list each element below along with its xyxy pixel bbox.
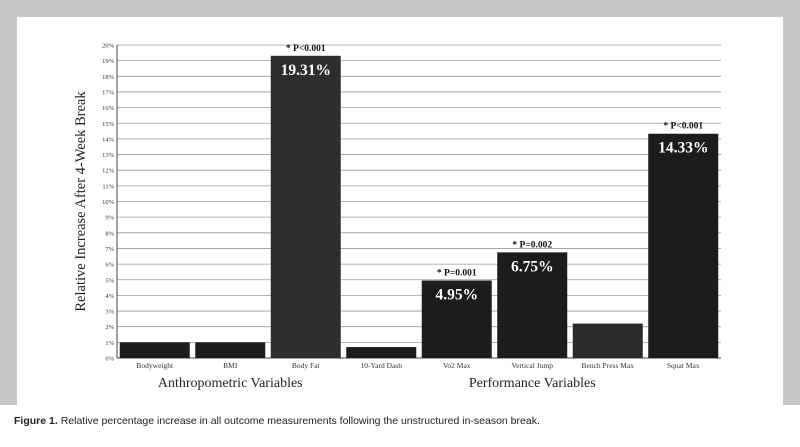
y-tick-label: 5% bbox=[105, 277, 114, 284]
bar bbox=[648, 133, 719, 358]
bar-chart: 0% 1% 2% 3% 4% 5% 6% 7% 8% 9% 10% 11% 12% 13% 14% 15% 16… bbox=[73, 43, 721, 391]
significance-label: * P<0.001 bbox=[663, 122, 703, 132]
y-tick-label: 10% bbox=[102, 199, 115, 206]
x-tick-label: Vo2 Max bbox=[443, 361, 471, 370]
y-tick-label: 1% bbox=[105, 340, 114, 347]
bar bbox=[119, 342, 190, 358]
group-label: Anthropometric Variables bbox=[158, 376, 303, 391]
bar bbox=[497, 252, 568, 358]
y-tick-label: 7% bbox=[105, 246, 114, 253]
significance-label: * P<0.001 bbox=[286, 44, 326, 54]
y-tick-label: 13% bbox=[102, 152, 115, 159]
x-tick-label: Body Fat bbox=[292, 361, 321, 370]
y-tick-label: 9% bbox=[105, 215, 114, 222]
data-label: 4.95% bbox=[435, 287, 478, 304]
x-tick-label: Bench Press Max bbox=[582, 361, 635, 370]
bar bbox=[195, 342, 266, 358]
y-tick-label: 12% bbox=[102, 168, 115, 175]
y-tick-label: 19% bbox=[102, 58, 115, 65]
data-label: 19.31% bbox=[281, 62, 331, 79]
data-label: 6.75% bbox=[511, 258, 554, 275]
y-tick-label: 20% bbox=[102, 43, 115, 50]
significance-label: * P=0.001 bbox=[437, 269, 477, 279]
y-tick-label: 15% bbox=[102, 121, 115, 128]
data-label: 14.33% bbox=[658, 140, 708, 157]
y-tick-label: 2% bbox=[105, 324, 114, 331]
figure-caption: Figure 1. Relative percentage increase i… bbox=[0, 405, 800, 447]
figure-label: Figure 1. bbox=[14, 415, 58, 427]
y-tick-label: 3% bbox=[105, 309, 114, 316]
y-tick-label: 11% bbox=[102, 183, 114, 190]
bar bbox=[346, 347, 417, 358]
chart-panel: 0% 1% 2% 3% 4% 5% 6% 7% 8% 9% 10% 11% 12% 13% 14% 15% 16… bbox=[17, 17, 783, 405]
significance-label: * P=0.002 bbox=[512, 240, 552, 250]
x-tick-label: Squat Max bbox=[667, 361, 700, 370]
bar bbox=[421, 280, 492, 358]
x-tick-label: 10-Yard Dash bbox=[360, 361, 402, 370]
group-label: Performance Variables bbox=[469, 376, 596, 391]
y-tick-label: 16% bbox=[102, 105, 115, 112]
bar bbox=[270, 55, 341, 359]
y-axis-label: Relative Increase After 4-Week Break bbox=[73, 91, 89, 312]
y-tick-label: 0% bbox=[105, 356, 114, 363]
x-tick-label: Vertical Jump bbox=[512, 361, 554, 370]
x-tick-label: BMI bbox=[223, 361, 238, 370]
y-tick-label: 14% bbox=[102, 136, 115, 143]
bar bbox=[572, 323, 643, 358]
y-tick-label: 8% bbox=[105, 230, 114, 237]
y-tick-label: 18% bbox=[102, 74, 115, 81]
y-tick-label: 6% bbox=[105, 262, 114, 269]
y-tick-label: 17% bbox=[102, 89, 115, 96]
y-tick-label: 4% bbox=[105, 293, 114, 300]
x-tick-label: Bodyweight bbox=[136, 361, 174, 370]
caption-text: Relative percentage increase in all outc… bbox=[60, 415, 540, 427]
